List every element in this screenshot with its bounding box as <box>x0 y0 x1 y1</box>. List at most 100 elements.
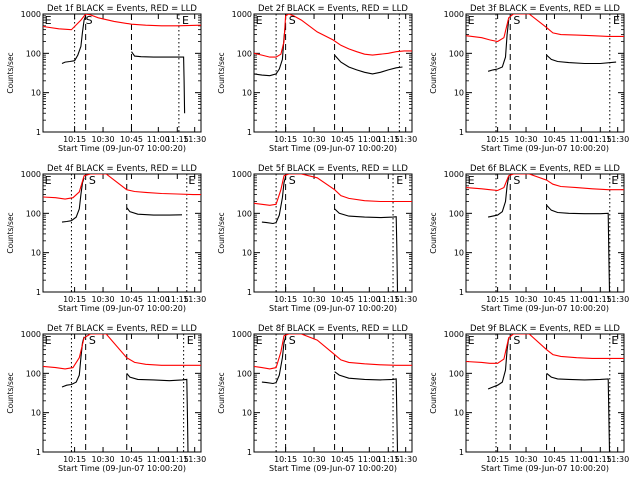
chart-det-3f-ylabel: Counts/sec <box>429 52 438 93</box>
chart-det-3f-ytick-label-2: 100 <box>449 49 464 58</box>
chart-det-1f-series-events-1 <box>131 51 186 114</box>
chart-det-4f-marker-2: E <box>188 174 195 187</box>
chart-det-4f-xtick-label-0: 10:15 <box>63 295 86 304</box>
chart-det-9f-ytick-label-3: 1000 <box>444 330 464 339</box>
chart-det-4f-axes-frame <box>42 173 202 293</box>
chart-det-1f-xtick-label-2: 10:45 <box>120 135 143 144</box>
chart-det-1f-xtick-label-3: 11:00 <box>147 135 170 144</box>
chart-det-9f-marker-1: S <box>513 334 520 347</box>
chart-det-1f-series-events-0 <box>61 15 87 65</box>
chart-det-6f-ytick-label-3: 1000 <box>444 170 464 179</box>
chart-det-4f-ytick-label-1: 10 <box>31 249 41 258</box>
chart-det-5f-axes-frame <box>253 173 413 293</box>
chart-det-5f-ytick-label-1: 10 <box>242 249 252 258</box>
chart-det-6f-ytick-label-0: 1 <box>459 288 464 297</box>
chart-det-2f-axes-frame <box>253 13 413 133</box>
chart-det-9f-series-lld-2 <box>466 334 624 364</box>
chart-det-4f-ytick-label-0: 1 <box>36 288 41 297</box>
chart-det-3f-xtick-label-1: 10:30 <box>515 135 538 144</box>
chart-det-4f-xtick-label-2: 10:45 <box>120 295 143 304</box>
chart-det-1f-title: Det 1f BLACK = Events, RED = LLD <box>47 4 197 14</box>
chart-det-8f-series-events-1 <box>334 371 399 452</box>
chart-det-1f-ytick-label-0: 1 <box>36 128 41 137</box>
chart-det-6f-marker-2: E <box>611 174 618 187</box>
chart-det-9f-xtick-label-5: 11:30 <box>606 455 629 464</box>
chart-det-3f-ytick-label-0: 1 <box>459 128 464 137</box>
chart-det-7f: Det 7f BLACK = Events, RED = LLD 1 10 100 10… <box>6 324 206 473</box>
chart-det-6f-xlabel: Start Time (09-Jun-07 10:00:20) <box>481 304 609 313</box>
chart-det-8f-marker-0: E <box>256 334 263 347</box>
chart-det-8f-ytick-label-3: 1000 <box>232 330 252 339</box>
chart-det-5f-title: Det 5f BLACK = Events, RED = LLD <box>258 164 408 174</box>
chart-det-6f-marker-1: S <box>513 174 520 187</box>
chart-det-2f-marker-1: S <box>289 14 296 27</box>
chart-det-2f-series-events-1 <box>334 54 403 75</box>
chart-det-5f-xtick-label-2: 10:45 <box>331 295 354 304</box>
chart-det-7f-ytick-label-2: 100 <box>26 369 41 378</box>
chart-det-2f-series-lld-2 <box>254 14 412 58</box>
chart-det-4f-xtick-label-4: 11:15 <box>166 295 189 304</box>
chart-det-4f-series-events-0 <box>61 177 85 223</box>
chart-det-9f-xtick-label-4: 11:15 <box>589 455 612 464</box>
chart-det-7f-marker-2: E <box>187 334 194 347</box>
chart-det-1f-ylabel: Counts/sec <box>6 52 15 93</box>
chart-det-9f-ytick-label-2: 100 <box>449 369 464 378</box>
chart-det-6f-xtick-label-2: 10:45 <box>543 295 566 304</box>
chart-det-5f-xtick-label-3: 11:00 <box>358 295 381 304</box>
chart-det-5f-xtick-label-1: 10:30 <box>303 295 326 304</box>
chart-det-3f-axes-frame <box>465 13 625 133</box>
chart-det-2f-xtick-label-0: 10:15 <box>274 135 297 144</box>
chart-det-7f-ytick-label-0: 1 <box>36 448 41 457</box>
chart-det-6f-marker-0: E <box>468 174 475 187</box>
chart-det-3f-xlabel: Start Time (09-Jun-07 10:00:20) <box>481 144 609 153</box>
chart-det-9f-xtick-label-1: 10:30 <box>515 455 538 464</box>
chart-det-7f-marker-1: S <box>89 334 96 347</box>
chart-det-7f-xtick-label-5: 11:30 <box>183 455 206 464</box>
chart-det-9f-title: Det 9f BLACK = Events, RED = LLD <box>470 324 620 334</box>
chart-det-5f-marker-1: E <box>396 174 403 187</box>
chart-det-3f-marker-0: E <box>468 14 475 27</box>
chart-det-4f-xtick-label-1: 10:30 <box>92 295 115 304</box>
chart-det-5f-xtick-label-5: 11:30 <box>394 295 417 304</box>
chart-det-9f-xtick-label-3: 11:00 <box>570 455 593 464</box>
chart-det-5f-xlabel: Start Time (09-Jun-07 10:00:20) <box>269 304 397 313</box>
chart-det-5f-xtick-label-4: 11:15 <box>377 295 400 304</box>
chart-det-8f-series-lld-2 <box>254 334 412 370</box>
chart-det-6f-title: Det 6f BLACK = Events, RED = LLD <box>470 164 620 174</box>
chart-det-6f: Det 6f BLACK = Events, RED = LLD 1 10 100 10… <box>429 164 629 313</box>
chart-det-6f-series-lld-2 <box>466 174 624 192</box>
chart-det-7f-title: Det 7f BLACK = Events, RED = LLD <box>47 324 197 334</box>
chart-det-4f: Det 4f BLACK = Events, RED = LLD 1 10 100 10… <box>6 164 206 313</box>
chart-det-2f-xtick-label-3: 11:00 <box>358 135 381 144</box>
chart-det-4f-series-events-1 <box>126 207 183 216</box>
chart-det-6f-xtick-label-5: 11:30 <box>606 295 629 304</box>
chart-det-8f-xtick-label-5: 11:30 <box>394 455 417 464</box>
chart-det-2f-xtick-label-2: 10:45 <box>331 135 354 144</box>
chart-det-6f-xtick-label-4: 11:15 <box>589 295 612 304</box>
chart-det-1f-xtick-label-0: 10:15 <box>63 135 86 144</box>
chart-det-5f-series-events-0 <box>261 176 287 225</box>
chart-det-7f-xtick-label-3: 11:00 <box>147 455 170 464</box>
chart-det-6f-xtick-label-0: 10:15 <box>486 295 509 304</box>
chart-det-2f-series-events-0 <box>254 22 287 77</box>
chart-det-1f-ytick-label-1: 10 <box>31 89 41 98</box>
chart-det-1f-xtick-label-4: 11:15 <box>166 135 189 144</box>
chart-det-1f-series-lld-2 <box>43 14 201 31</box>
chart-det-5f-ytick-label-3: 1000 <box>232 170 252 179</box>
chart-det-7f-xtick-label-4: 11:15 <box>166 455 189 464</box>
chart-det-7f-xtick-label-0: 10:15 <box>63 455 86 464</box>
chart-det-8f-xtick-label-1: 10:30 <box>303 455 326 464</box>
chart-det-4f-ytick-label-2: 100 <box>26 209 41 218</box>
chart-det-1f-xtick-label-1: 10:30 <box>92 135 115 144</box>
chart-det-6f-axes-frame <box>465 173 625 293</box>
chart-det-2f-ytick-label-1: 10 <box>242 89 252 98</box>
chart-det-7f-ytick-label-3: 1000 <box>21 330 41 339</box>
chart-det-4f-title: Det 4f BLACK = Events, RED = LLD <box>47 164 197 174</box>
chart-det-2f-ytick-label-0: 1 <box>247 128 252 137</box>
chart-det-3f-xtick-label-5: 11:30 <box>606 135 629 144</box>
chart-det-8f-xtick-label-2: 10:45 <box>331 455 354 464</box>
chart-det-6f-ytick-label-2: 100 <box>449 209 464 218</box>
chart-det-3f-series-lld-2 <box>466 14 624 43</box>
chart-det-5f: Det 5f BLACK = Events, RED = LLD 1 10 100 10… <box>217 164 417 313</box>
chart-det-8f-ytick-label-2: 100 <box>237 369 252 378</box>
